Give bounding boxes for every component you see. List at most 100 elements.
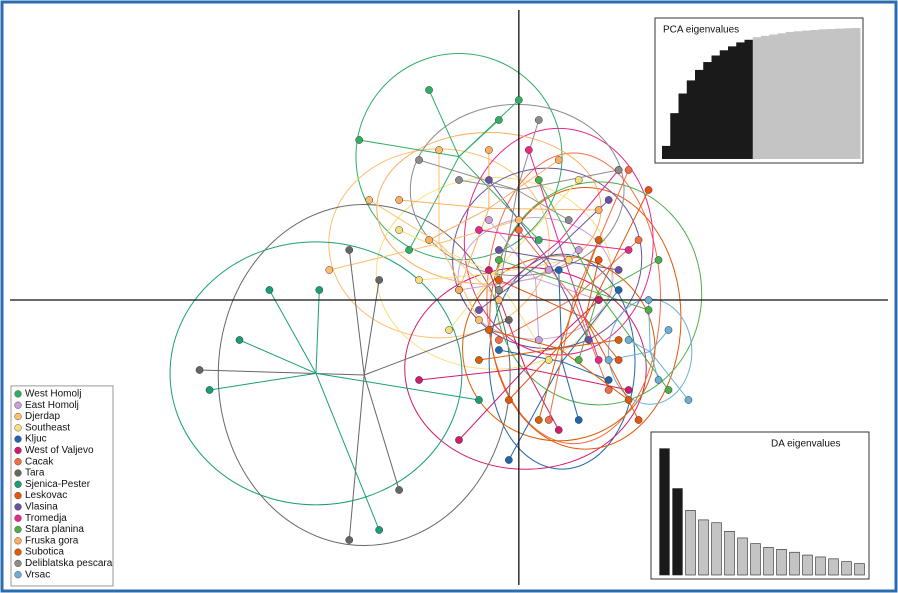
point [345, 536, 354, 544]
legend-swatch [14, 537, 22, 545]
point [594, 256, 603, 264]
point [415, 276, 423, 284]
spoke [498, 279, 586, 319]
spoke [534, 278, 540, 341]
point [624, 166, 633, 174]
spoke [315, 289, 320, 374]
eigenvalue-bar [711, 522, 722, 576]
spoke [315, 372, 480, 401]
spoke [628, 339, 651, 353]
spoke [488, 159, 560, 209]
point [485, 176, 493, 184]
spoke [348, 374, 365, 541]
spoke [488, 329, 559, 349]
legend-label: West of Valjevo [25, 445, 94, 456]
spoke [528, 149, 560, 242]
spoke [364, 319, 510, 376]
spoke [558, 239, 600, 349]
spoke [419, 367, 526, 381]
spoke [315, 373, 380, 531]
legend-swatch [14, 548, 22, 556]
spoke [525, 368, 560, 431]
eigenvalue-bar [685, 510, 696, 576]
spoke [268, 289, 317, 374]
spoke [598, 292, 649, 311]
inset-title: DA eigenvalues [771, 439, 841, 450]
point [375, 526, 384, 534]
point [564, 256, 573, 264]
legend-swatch [14, 514, 22, 522]
eigenvalue-bar [841, 561, 852, 576]
spoke [516, 119, 540, 191]
point [485, 146, 493, 154]
point [415, 156, 423, 164]
spoke [448, 273, 495, 331]
spoke [558, 339, 619, 349]
spoke [517, 169, 619, 191]
point [594, 356, 603, 364]
spoke [428, 207, 490, 241]
spoke [584, 259, 600, 319]
point [594, 206, 603, 214]
point [425, 86, 433, 94]
legend-label: Southeast [25, 422, 70, 433]
point [624, 396, 633, 404]
eigenvalue-bar [711, 55, 721, 160]
legend-swatch [14, 424, 22, 432]
eigenvalue-bar [776, 549, 787, 576]
point [495, 246, 503, 254]
point [435, 146, 443, 154]
spoke [458, 367, 526, 441]
legend-swatch [14, 412, 22, 421]
legend-label: Vrsac [25, 569, 50, 580]
spoke [329, 242, 440, 271]
point [505, 396, 513, 404]
legend-swatch [14, 401, 22, 409]
point [534, 336, 543, 344]
point [475, 316, 483, 324]
spoke [561, 361, 580, 421]
legend-label: Sjenica-Pester [25, 479, 91, 490]
legend-swatch [14, 458, 22, 466]
eigenvalue-bar [810, 29, 820, 160]
spoke [573, 169, 630, 299]
spoke [561, 361, 609, 381]
spoke [438, 243, 480, 321]
eigenvalue-bar [744, 39, 754, 159]
point [475, 356, 483, 364]
eigenvalue-bar [794, 31, 803, 159]
point [495, 296, 503, 304]
eigenvalue-bar [851, 28, 861, 159]
point [644, 306, 653, 314]
eigenvalue-bar [827, 29, 836, 159]
eigenvalue-bar [769, 34, 778, 159]
legend-label: Tromedja [25, 513, 67, 524]
legend-swatch [14, 503, 22, 511]
spoke [546, 258, 590, 341]
eigenvalue-bar [815, 556, 826, 576]
point [265, 286, 274, 294]
legend-label: Fruska gora [25, 535, 79, 546]
point [594, 296, 603, 304]
point [574, 246, 583, 254]
eigenvalue-bar [686, 80, 696, 159]
eigenvalue-bar [802, 554, 813, 576]
point [195, 366, 204, 374]
points [195, 86, 693, 544]
legend-label: Kljuc [25, 434, 47, 445]
spoke [239, 339, 317, 374]
point [425, 236, 433, 244]
point [614, 356, 623, 364]
eigenvalue-bar [736, 42, 745, 159]
point [495, 286, 503, 294]
point [654, 256, 663, 264]
spoke [398, 229, 495, 274]
point [644, 296, 653, 304]
point [495, 256, 503, 264]
eigenvalue-bar [719, 50, 729, 159]
point [495, 336, 503, 344]
spoke [363, 374, 400, 491]
point [614, 266, 623, 274]
eigenvalue-bar [737, 537, 748, 576]
